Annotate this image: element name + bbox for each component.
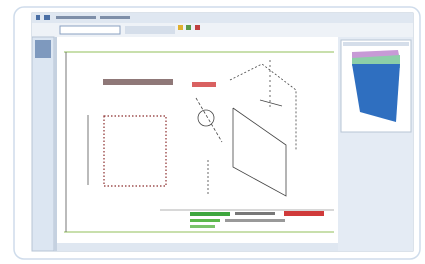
icon[interactable] [178, 25, 183, 30]
screenshot-card [0, 0, 425, 264]
red-label [192, 82, 216, 87]
icon[interactable] [56, 16, 96, 19]
icon[interactable] [100, 16, 130, 19]
title-text [103, 79, 173, 85]
block-cell [225, 219, 285, 222]
block-cell [190, 212, 230, 216]
icon[interactable] [60, 26, 120, 34]
block-cell [235, 212, 275, 215]
splitter [54, 37, 57, 251]
block-cell [284, 211, 324, 216]
icon[interactable] [195, 25, 200, 30]
icon[interactable] [44, 15, 50, 20]
icon[interactable] [36, 15, 40, 20]
block-cell [190, 225, 215, 228]
icon[interactable] [186, 25, 191, 30]
preview-header [343, 42, 409, 46]
icon[interactable] [125, 26, 175, 34]
block-cell [190, 219, 220, 222]
panel-icons[interactable] [35, 40, 51, 58]
left-panel[interactable] [32, 37, 54, 251]
page [0, 0, 425, 264]
status-bar [57, 243, 338, 251]
